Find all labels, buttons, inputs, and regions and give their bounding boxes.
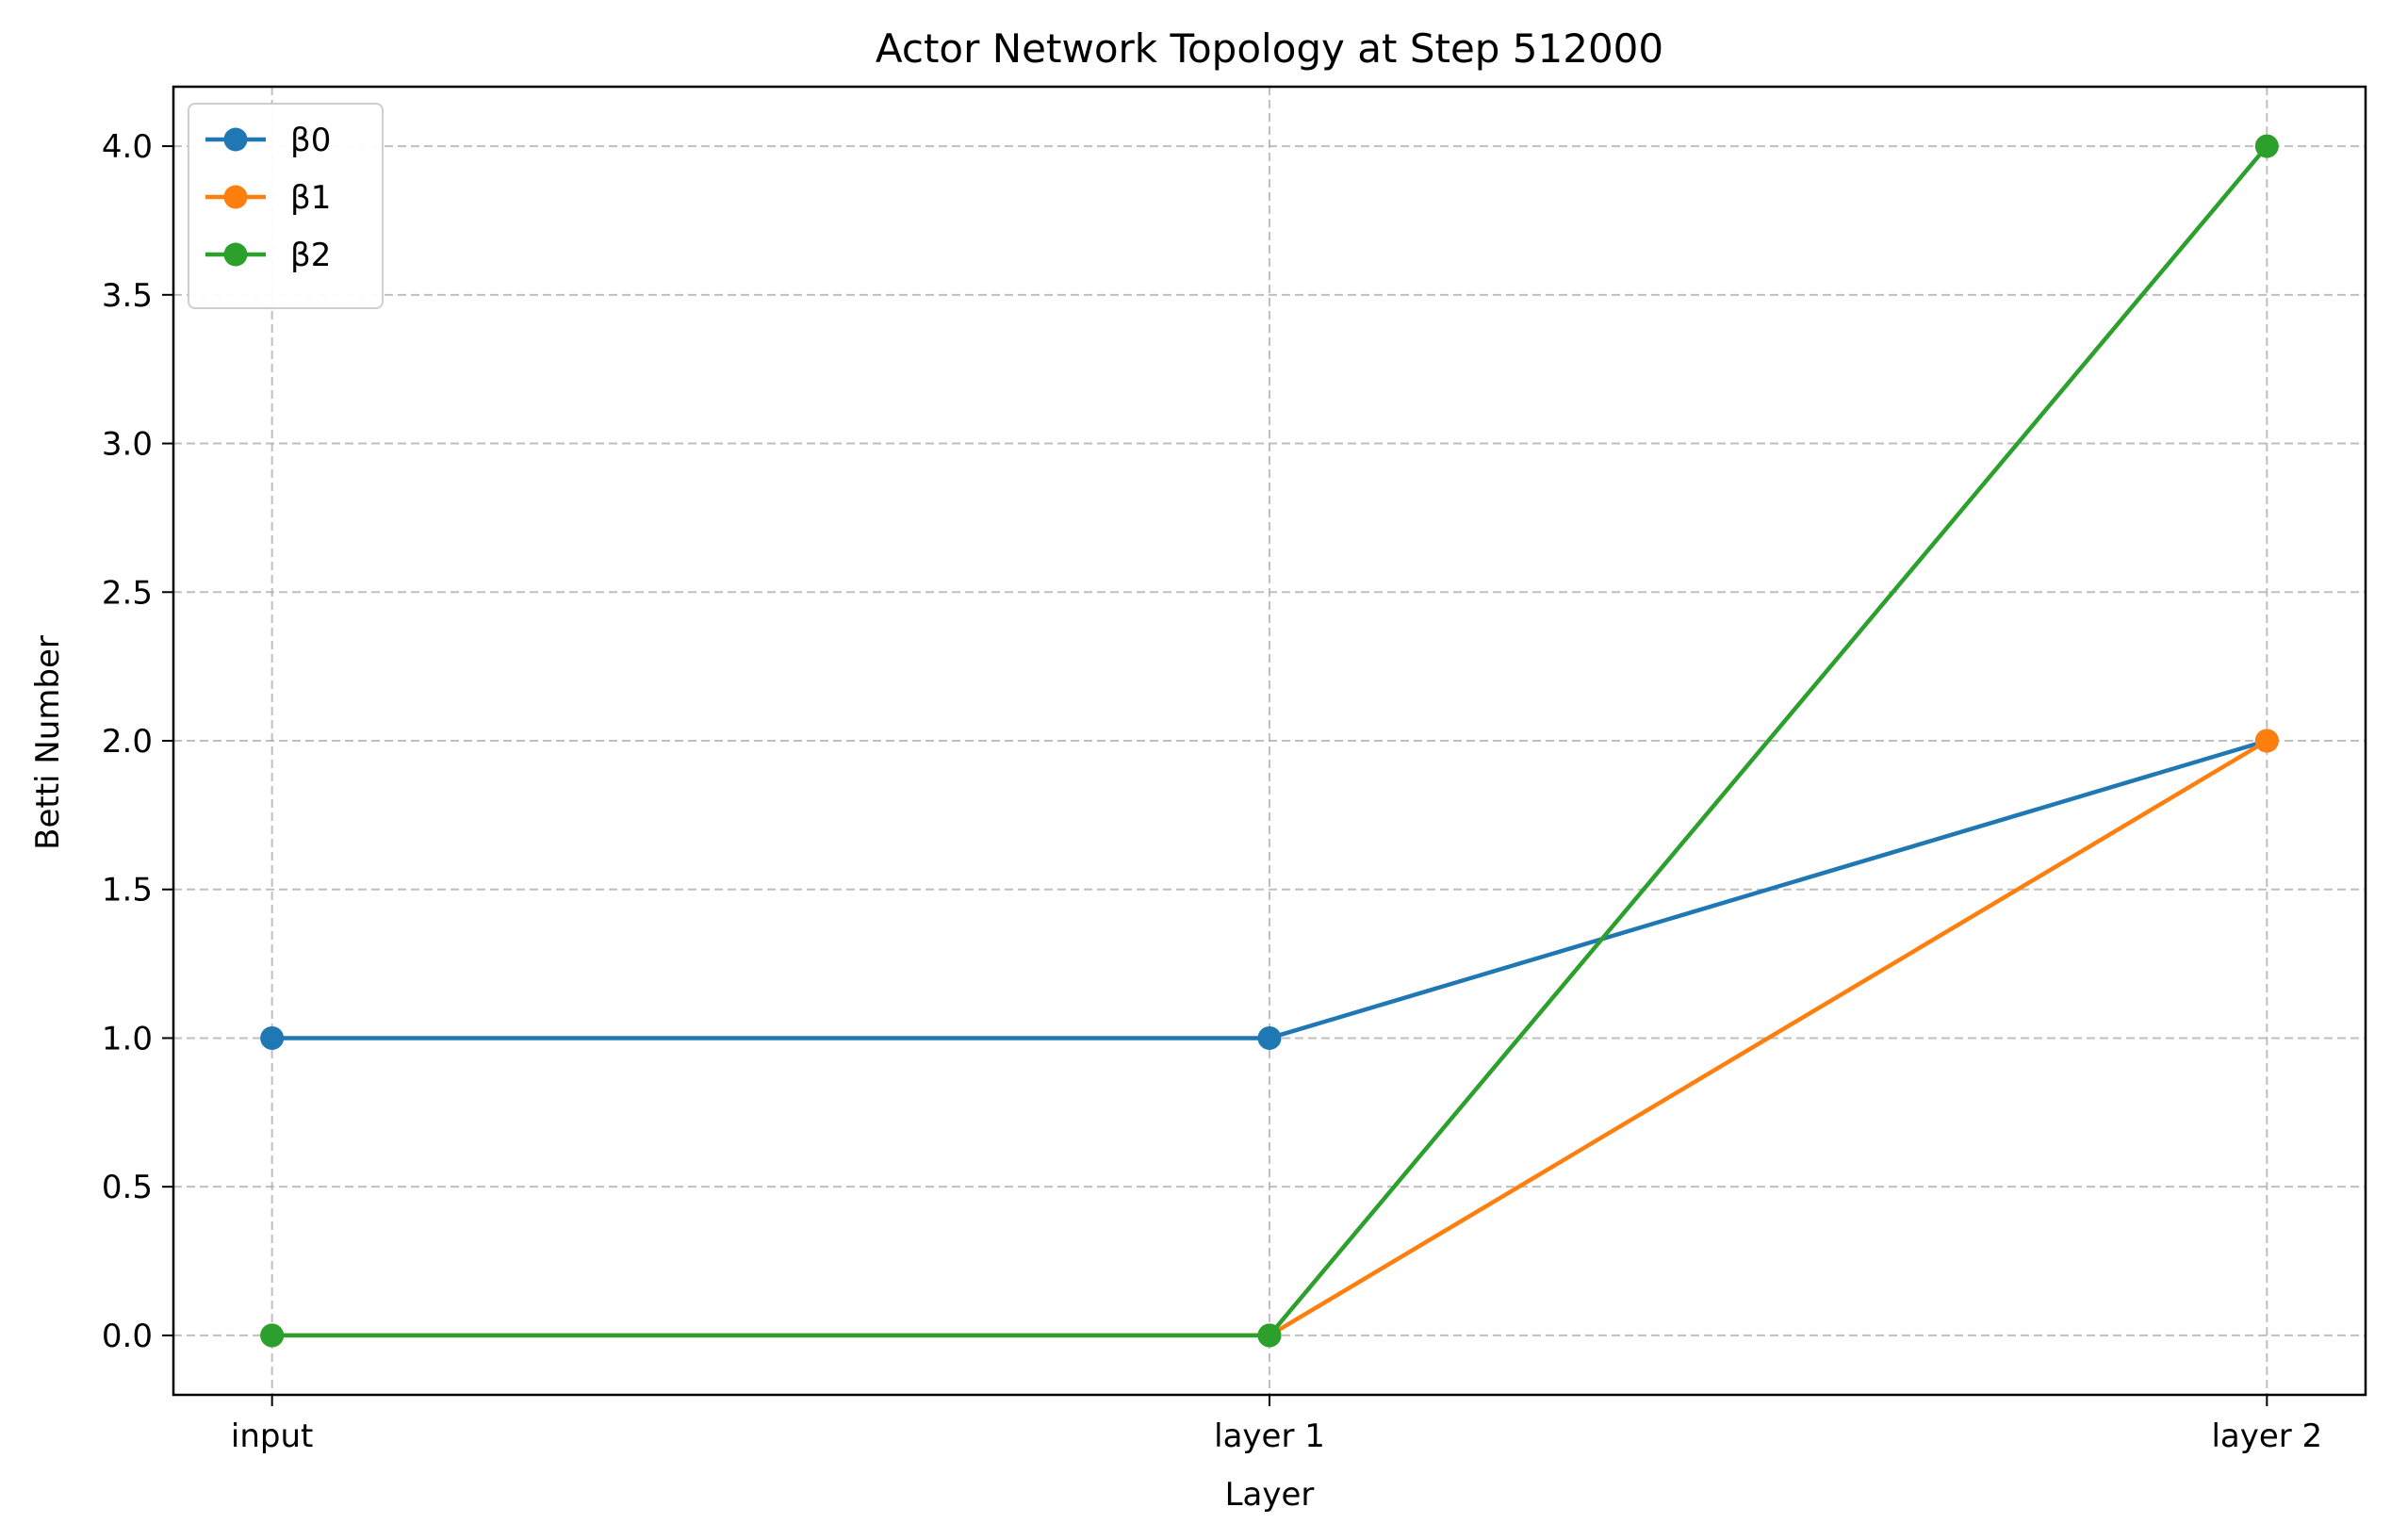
x-tick-label: layer 2 — [2211, 1417, 2322, 1455]
legend-label: β1 — [290, 179, 331, 217]
legend-item: β0 — [205, 122, 331, 159]
y-axis-title: Betti Number — [29, 635, 67, 850]
y-tick-label: 0.0 — [102, 1318, 153, 1355]
x-tick-label: layer 1 — [1214, 1417, 1325, 1455]
series-group — [260, 134, 2279, 1348]
grid — [173, 87, 2366, 1395]
data-point — [1257, 1025, 1282, 1050]
series-2 — [260, 134, 2279, 1348]
legend-label: β2 — [290, 237, 331, 274]
data-point — [1257, 1323, 1282, 1348]
y-tick-label: 4.0 — [102, 128, 153, 166]
y-axis: 0.0 0.5 1.0 1.5 2.0 2.5 3.0 3.5 4.0 — [102, 128, 173, 1355]
y-tick-label: 0.5 — [102, 1169, 153, 1206]
y-tick-label: 1.0 — [102, 1020, 153, 1057]
legend-marker — [223, 242, 248, 267]
legend-item: β1 — [205, 179, 331, 217]
y-tick-label: 2.5 — [102, 574, 153, 612]
y-tick-label: 3.0 — [102, 426, 153, 464]
legend-label: β0 — [290, 122, 331, 159]
chart-title: Actor Network Topology at Step 512000 — [876, 25, 1663, 72]
x-axis-title: Layer — [1225, 1476, 1315, 1514]
y-tick-label: 2.0 — [102, 723, 153, 761]
legend: β0 β1 β2 — [188, 103, 384, 309]
legend-marker — [223, 185, 248, 209]
y-tick-label: 1.5 — [102, 872, 153, 909]
x-axis: input layer 1 layer 2 — [231, 1395, 2322, 1455]
data-point — [260, 1025, 285, 1050]
legend-box — [188, 103, 384, 309]
y-tick-label: 3.5 — [102, 277, 153, 315]
x-tick-label: input — [231, 1417, 313, 1455]
data-point — [2254, 134, 2279, 158]
data-point — [260, 1323, 285, 1348]
data-point — [2254, 729, 2279, 753]
legend-marker — [223, 127, 248, 152]
legend-item: β2 — [205, 237, 331, 274]
